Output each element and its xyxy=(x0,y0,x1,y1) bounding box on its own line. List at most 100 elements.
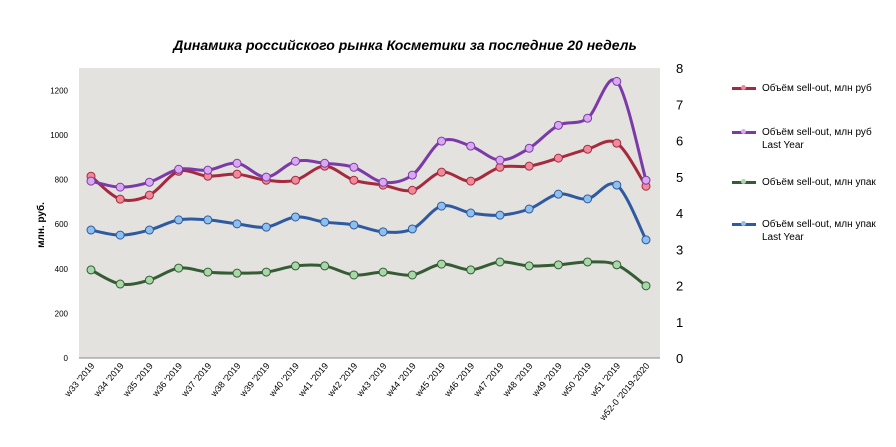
data-point xyxy=(641,175,651,185)
data-point xyxy=(174,215,184,225)
data-point xyxy=(495,210,505,220)
data-point xyxy=(466,265,476,275)
data-point xyxy=(232,268,242,278)
y2-tick-label: 1 xyxy=(676,315,683,330)
data-point xyxy=(437,136,447,146)
data-point xyxy=(349,162,359,172)
x-tick-label: w38 '2019 xyxy=(208,361,243,399)
x-tick-label: w35 '2019 xyxy=(120,361,155,399)
data-point xyxy=(115,279,125,289)
y2-tick-label: 5 xyxy=(676,170,683,185)
y2-tick-label: 7 xyxy=(676,97,683,112)
y2-tick-label: 0 xyxy=(676,351,683,366)
data-point xyxy=(203,165,213,175)
x-tick-label: w36 '2019 xyxy=(150,361,185,399)
data-point xyxy=(553,153,563,163)
data-point xyxy=(261,222,271,232)
data-point xyxy=(583,257,593,267)
x-tick-label: w50 '2019 xyxy=(559,361,594,399)
data-point xyxy=(115,182,125,192)
data-point xyxy=(641,235,651,245)
data-point xyxy=(144,225,154,235)
data-point xyxy=(466,176,476,186)
data-point xyxy=(86,265,96,275)
y2-tick-label: 3 xyxy=(676,242,683,257)
x-tick-label: w37 '2019 xyxy=(179,361,214,399)
x-tick-label: w40 '2019 xyxy=(266,361,301,399)
data-point xyxy=(612,260,622,270)
y-tick-label: 1200 xyxy=(50,86,68,95)
y-axis-label: млн. руб. xyxy=(35,202,47,248)
data-point xyxy=(290,175,300,185)
data-point xyxy=(407,170,417,180)
y2-tick-label: 4 xyxy=(676,206,683,221)
data-point xyxy=(407,224,417,234)
x-tick-label: w44 '2019 xyxy=(383,361,418,399)
data-point xyxy=(466,208,476,218)
data-point xyxy=(261,267,271,277)
data-point xyxy=(290,156,300,166)
y-tick-label: 800 xyxy=(55,176,69,185)
data-point xyxy=(553,260,563,270)
data-point xyxy=(174,263,184,273)
data-point xyxy=(232,219,242,229)
plot-area xyxy=(79,68,660,358)
x-tick-label: w45 '2019 xyxy=(413,361,448,399)
data-point xyxy=(583,144,593,154)
data-point xyxy=(232,158,242,168)
data-point xyxy=(437,259,447,269)
data-point xyxy=(232,169,242,179)
data-point xyxy=(378,177,388,187)
data-point xyxy=(144,177,154,187)
data-point xyxy=(203,215,213,225)
legend-item: Объём sell-out, млн упак xyxy=(732,176,892,189)
data-point xyxy=(524,143,534,153)
data-point xyxy=(320,261,330,271)
legend-item: Объём sell-out, млн упак Last Year xyxy=(732,218,892,244)
data-point xyxy=(378,227,388,237)
data-point xyxy=(144,275,154,285)
legend-label: Объём sell-out, млн упак xyxy=(762,177,876,188)
y-tick-label: 400 xyxy=(55,265,69,274)
data-point xyxy=(174,164,184,174)
data-point xyxy=(407,270,417,280)
x-tick-label: w41 '2019 xyxy=(296,361,331,399)
x-tick-label: w33 '2019 xyxy=(62,361,97,399)
legend-swatch-icon xyxy=(732,221,756,226)
legend-label: Объём sell-out, млн упак Last Year xyxy=(762,219,876,243)
legend-item: Объём sell-out, млн руб Last Year xyxy=(732,126,892,152)
y2-tick-label: 8 xyxy=(676,61,683,76)
x-tick-label: w52-0 '2019-2020 xyxy=(597,361,651,423)
x-tick-label: w34 '2019 xyxy=(91,361,126,399)
data-point xyxy=(115,230,125,240)
legend-label: Объём sell-out, млн руб xyxy=(762,83,872,94)
legend-swatch-icon xyxy=(732,179,756,184)
data-point xyxy=(86,176,96,186)
x-tick-label: w42 '2019 xyxy=(325,361,360,399)
data-point xyxy=(407,185,417,195)
data-point xyxy=(349,175,359,185)
data-point xyxy=(86,225,96,235)
data-point xyxy=(495,257,505,267)
data-point xyxy=(203,267,213,277)
data-point xyxy=(612,138,622,148)
legend-swatch-icon xyxy=(732,85,756,90)
y-tick-label: 1000 xyxy=(50,131,68,140)
data-point xyxy=(495,155,505,165)
y2-tick-label: 6 xyxy=(676,134,683,149)
x-tick-label: w46 '2019 xyxy=(442,361,477,399)
x-tick-label: w43 '2019 xyxy=(354,361,389,399)
y-tick-label: 200 xyxy=(55,309,69,318)
x-tick-label: w39 '2019 xyxy=(237,361,272,399)
legend-item: Объём sell-out, млн руб xyxy=(732,82,892,95)
data-point xyxy=(524,161,534,171)
data-point xyxy=(583,194,593,204)
data-point xyxy=(524,204,534,214)
x-tick-label: w49 '2019 xyxy=(529,361,564,399)
legend-label: Объём sell-out, млн руб Last Year xyxy=(762,127,872,151)
y-tick-label: 600 xyxy=(55,220,69,229)
data-point xyxy=(378,267,388,277)
data-point xyxy=(612,180,622,190)
